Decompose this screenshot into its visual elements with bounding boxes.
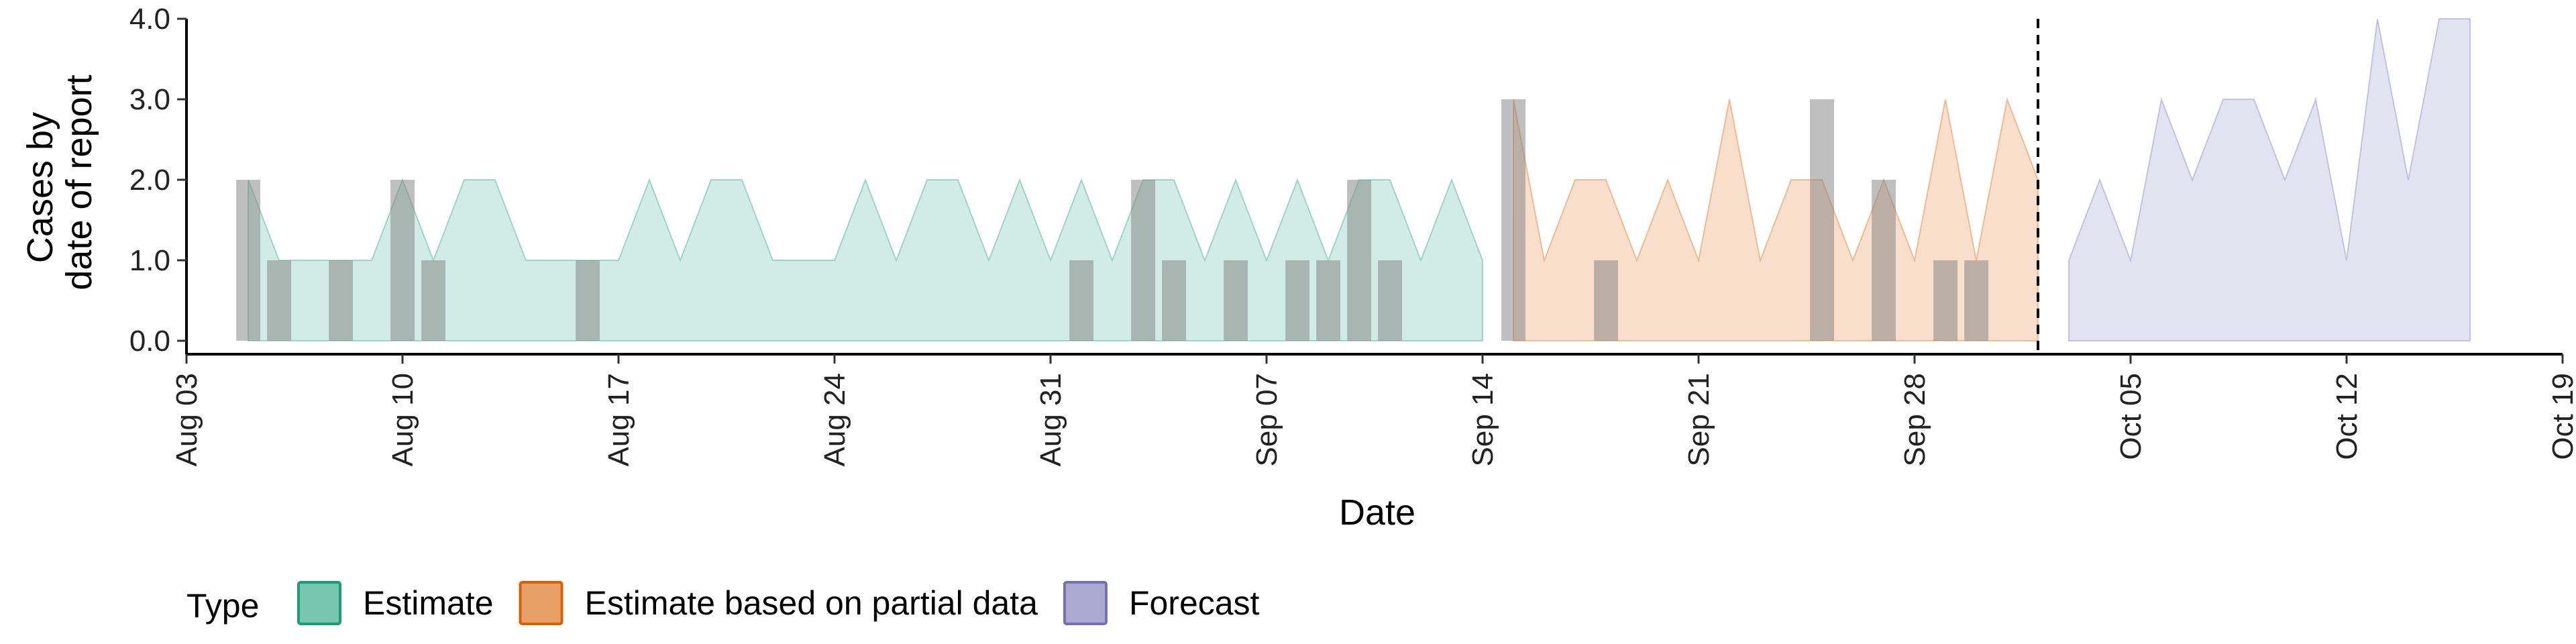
observed-bar-2020-09-10 — [1347, 180, 1371, 341]
y-tick-label: 2.0 — [129, 164, 170, 197]
x-tick-label: Sep 07 — [1250, 373, 1283, 466]
observed-bar-2020-08-06 — [267, 260, 291, 341]
legend-title: Type — [186, 587, 259, 625]
x-tick-label: Oct 12 — [2330, 373, 2363, 460]
x-tick-label: Aug 24 — [818, 373, 851, 466]
observed-bar-2020-09-18 — [1594, 260, 1618, 341]
y-axis-title-line-2: date of report — [59, 74, 99, 290]
x-tick-label: Oct 19 — [2546, 373, 2576, 460]
legend-swatch-forecast — [1063, 581, 1108, 625]
legend-swatch-estimate — [297, 581, 341, 625]
x-tick-label: Aug 31 — [1034, 373, 1067, 466]
legend: Type Estimate Estimate based on partial d… — [186, 581, 1260, 625]
observed-bar-2020-09-27 — [1872, 180, 1896, 341]
legend-label-forecast: Forecast — [1129, 584, 1260, 622]
x-tick-label: Sep 28 — [1898, 373, 1931, 466]
x-tick-label: Aug 10 — [386, 373, 419, 466]
observed-bar-2020-09-09 — [1316, 260, 1340, 341]
observed-bar-2020-08-10 — [390, 180, 415, 341]
observed-bar-2020-09-03 — [1131, 180, 1155, 341]
observed-bar-2020-08-05 — [236, 180, 260, 341]
observed-bar-2020-09-25 — [1810, 99, 1834, 341]
observed-bar-2020-09-06 — [1224, 260, 1248, 341]
y-tick-label: 1.0 — [129, 244, 170, 277]
observed-bar-2020-08-11 — [421, 260, 445, 341]
x-axis-title: Date — [1339, 492, 1415, 533]
observed-bar-2020-09-29 — [1933, 260, 1957, 341]
area-partial — [1513, 97, 2039, 341]
observed-bar-2020-09-01 — [1069, 260, 1093, 341]
x-tick-label: Aug 17 — [602, 373, 635, 466]
y-axis-title: Cases by date of report — [20, 74, 99, 290]
observed-bar-2020-09-08 — [1285, 260, 1309, 341]
axes: 0.0 1.0 2.0 3.0 4.0 Aug 03 Aug 10 Aug 17 Aug 24 A… — [129, 3, 2576, 466]
x-tick-label: Aug 03 — [170, 373, 203, 466]
x-tick-label: Oct 05 — [2114, 373, 2147, 460]
observed-bar-2020-09-04 — [1162, 260, 1186, 341]
legend-label-partial: Estimate based on partial data — [585, 584, 1038, 622]
observed-bar-2020-09-11 — [1378, 260, 1402, 341]
observed-bar-2020-08-08 — [329, 260, 353, 341]
plot-area — [236, 18, 2471, 354]
y-tick-label: 4.0 — [129, 3, 170, 36]
area-forecast — [2068, 18, 2471, 341]
legend-swatch-partial — [519, 581, 564, 625]
x-tick-label: Sep 14 — [1466, 373, 1499, 466]
x-tick-label: Sep 21 — [1682, 373, 1715, 466]
y-axis-title-line-1: Cases by — [20, 112, 60, 263]
legend-label-estimate: Estimate — [363, 584, 494, 622]
y-tick-label: 3.0 — [129, 83, 170, 116]
observed-bar-2020-09-15 — [1501, 99, 1525, 341]
observed-bar-2020-09-30 — [1964, 260, 1988, 341]
observed-bar-2020-08-16 — [576, 260, 600, 341]
y-tick-label: 0.0 — [129, 325, 170, 358]
